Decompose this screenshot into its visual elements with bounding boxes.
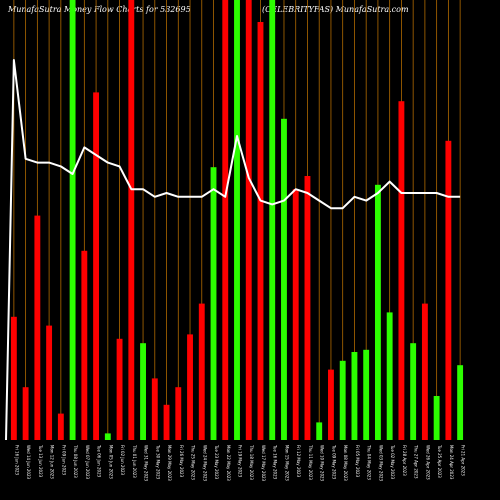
date-label: Fri 09 Jun 2023 <box>61 445 66 476</box>
bar <box>269 0 276 440</box>
bar <box>445 140 452 441</box>
date-label: Tue 23 May 2023 <box>214 444 219 480</box>
bar <box>339 360 346 440</box>
date-label: Wed 17 May 2023 <box>261 445 266 482</box>
date-label: Fri 02 Jun 2023 <box>120 445 125 476</box>
date-label: Fri 16 Jun 2023 <box>14 445 19 476</box>
bar <box>175 387 182 440</box>
bar <box>22 387 29 440</box>
line-series <box>5 59 461 441</box>
bar <box>351 352 358 440</box>
date-label: Fri 26 May 2023 <box>179 445 184 478</box>
bar <box>421 303 428 440</box>
date-label: Thu 11 May 2023 <box>308 444 313 480</box>
chart-title-left: MunafaSutra Money Flow Charts for 532695 <box>7 5 191 14</box>
date-label: Wed 03 May 2023 <box>378 445 383 482</box>
date-label: Mon 08 May 2023 <box>343 445 348 481</box>
date-label: Thu 01 Jun 2023 <box>132 444 137 478</box>
date-label: Thu 18 May 2023 <box>249 444 254 480</box>
date-label: Fri 21 Apr 2023 <box>461 445 466 476</box>
date-label: Wed 24 May 2023 <box>202 445 207 482</box>
bar <box>363 349 370 440</box>
bar <box>386 312 393 440</box>
date-label: Mon 29 May 2023 <box>167 445 172 481</box>
date-label: Thu 25 May 2023 <box>191 444 196 480</box>
date-label: Wed 07 Jun 2023 <box>85 445 90 480</box>
bar <box>104 433 111 440</box>
date-label: Tue 09 May 2023 <box>331 444 336 480</box>
bar <box>34 215 41 440</box>
bar <box>292 189 299 440</box>
bar <box>198 303 205 440</box>
bar <box>128 0 135 440</box>
date-label: Wed 14 Jun 2023 <box>26 445 31 480</box>
bar <box>245 0 252 440</box>
date-labels: Fri 16 Jun 2023 Wed 14 Jun 2023 Tue 13 Jun… <box>14 444 465 482</box>
date-label: Fri 05 May 2023 <box>355 445 360 478</box>
date-label: Thu 04 May 2023 <box>367 444 372 480</box>
bar <box>457 365 464 440</box>
bar-series <box>10 0 464 441</box>
date-label: Fri 28 Apr 2023 <box>402 445 407 476</box>
date-label: Mon 22 May 2023 <box>226 445 231 481</box>
bar <box>57 413 64 440</box>
date-label: Mon 15 May 2023 <box>284 445 289 481</box>
date-label: Wed 26 Apr 2023 <box>425 445 430 480</box>
date-label: Fri 12 May 2023 <box>296 445 301 478</box>
date-label: Mon 05 Jun 2023 <box>108 445 113 479</box>
bar <box>140 343 146 440</box>
bar <box>187 334 193 440</box>
date-label: Thu 27 Apr 2023 <box>414 444 419 479</box>
bar <box>433 396 440 440</box>
date-label: Tue 02 May 2023 <box>390 444 395 480</box>
date-label: Tue 06 Jun 2023 <box>97 444 102 478</box>
bar <box>81 250 88 440</box>
bar <box>328 369 334 440</box>
date-label: Wed 31 May 2023 <box>144 445 149 482</box>
bar <box>410 343 417 440</box>
date-label: Wed 10 May 2023 <box>320 445 325 482</box>
bar <box>281 118 287 441</box>
bar <box>257 22 264 440</box>
bar <box>304 176 311 440</box>
chart-title-right: (CELEBRITYFAS) MunafaSutra.com <box>262 5 409 14</box>
money-flow-line <box>5 59 461 441</box>
bar <box>234 0 240 440</box>
bar <box>210 167 217 440</box>
bar <box>69 0 76 440</box>
bar <box>46 325 53 440</box>
bar <box>93 92 100 441</box>
date-label: Tue 30 May 2023 <box>155 444 160 480</box>
bar <box>222 0 229 440</box>
bar <box>398 101 405 440</box>
date-label: Tue 13 Jun 2023 <box>38 444 43 478</box>
date-label: Fri 19 May 2023 <box>238 445 243 478</box>
date-label: Mon 12 Jun 2023 <box>50 445 55 479</box>
date-label: Tue 25 Apr 2023 <box>437 444 442 478</box>
date-label: Tue 16 May 2023 <box>273 444 278 480</box>
date-label: Mon 24 Apr 2023 <box>449 445 454 480</box>
bar <box>316 422 323 440</box>
bar <box>116 338 123 440</box>
bar <box>10 316 17 440</box>
bar <box>374 184 381 440</box>
date-label: Thu 08 Jun 2023 <box>73 444 78 478</box>
bar <box>163 404 170 440</box>
bar <box>151 378 158 440</box>
